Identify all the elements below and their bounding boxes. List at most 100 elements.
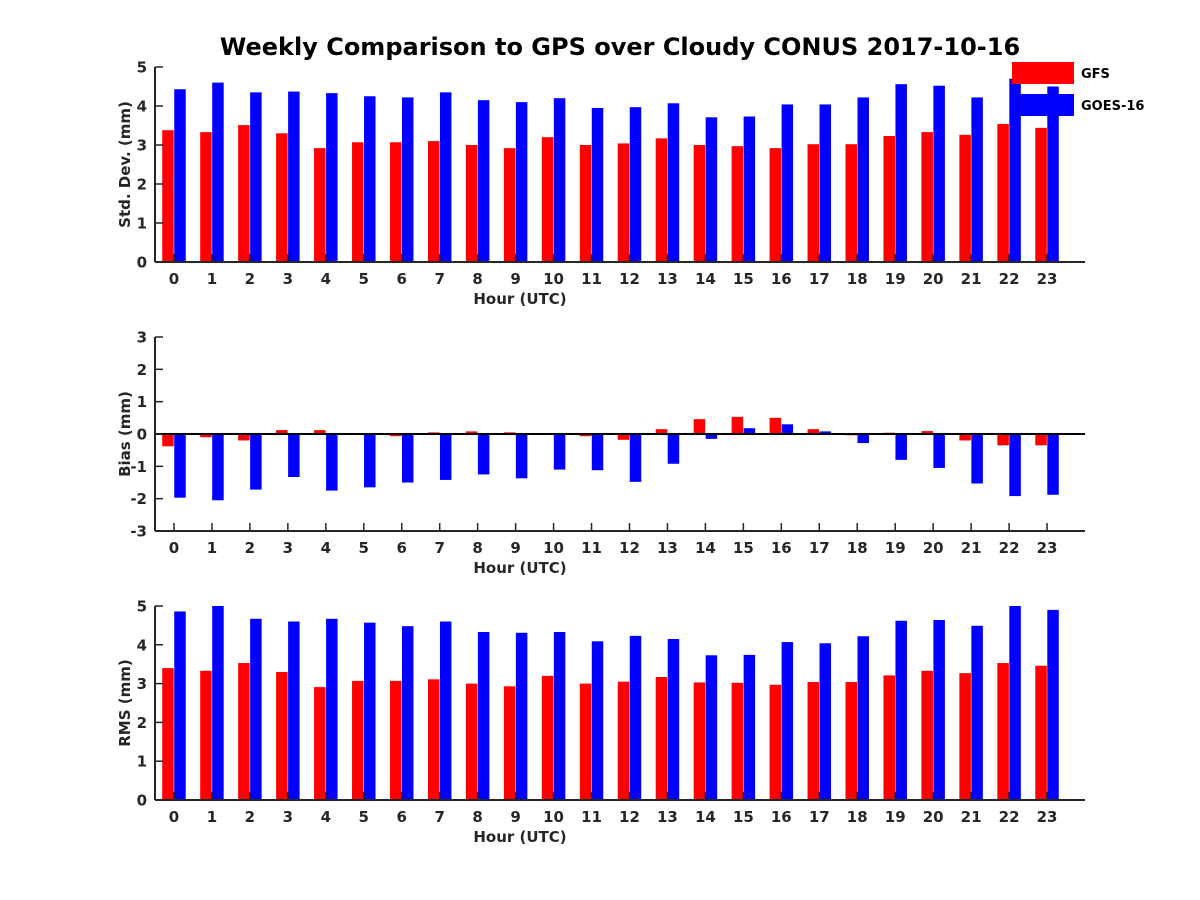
x-tick-label: 1 (207, 808, 217, 826)
bar-gfs-16 (769, 684, 782, 800)
bar-goes-16-11 (591, 641, 604, 800)
x-tick-label: 18 (847, 539, 868, 557)
bar-goes-16-18 (857, 97, 869, 262)
bar-gfs-2 (238, 663, 250, 800)
x-tick-label: 11 (581, 270, 602, 288)
x-tick-label: 9 (510, 808, 520, 826)
bar-goes-16-22 (1009, 606, 1021, 800)
x-tick-label: 14 (695, 270, 716, 288)
bar-goes-16-8 (477, 434, 490, 475)
bar-goes-16-22 (1009, 434, 1021, 497)
y-tick-label: -3 (130, 523, 147, 541)
bar-goes-16-15 (743, 116, 756, 262)
bar-goes-16-13 (667, 103, 680, 263)
bar-goes-16-20 (933, 85, 945, 262)
bar-goes-16-20 (933, 619, 945, 800)
bar-gfs-6 (389, 680, 402, 800)
bar-goes-16-3 (288, 621, 300, 800)
x-tick-label: 2 (245, 270, 255, 288)
bar-goes-16-13 (667, 638, 680, 800)
bar-gfs-20 (921, 132, 933, 262)
y-axis-label: Std. Dev. (mm) (116, 101, 134, 228)
y-tick-label: 2 (137, 176, 147, 194)
x-tick-label: 16 (771, 808, 792, 826)
bar-gfs-22 (997, 663, 1009, 800)
legend: GFS GOES-16 (1012, 62, 1144, 116)
bar-gfs-7 (427, 679, 440, 800)
bar-gfs-5 (352, 680, 364, 800)
bar-goes-16-9 (515, 102, 528, 262)
bar-gfs-9 (503, 686, 516, 800)
bar-gfs-15 (731, 682, 744, 800)
bar-gfs-16 (769, 417, 782, 434)
bar-goes-16-13 (667, 434, 680, 464)
x-tick-label: 4 (321, 539, 331, 557)
bar-goes-16-3 (288, 434, 300, 477)
bar-gfs-3 (276, 430, 288, 434)
bar-goes-16-19 (895, 620, 907, 800)
bar-goes-16-20 (933, 434, 945, 468)
bar-goes-16-19 (895, 84, 907, 262)
x-tick-label: 21 (961, 808, 982, 826)
x-tick-label: 17 (809, 808, 830, 826)
bar-goes-16-10 (553, 434, 566, 470)
bar-goes-16-14 (705, 434, 718, 439)
y-tick-label: 5 (137, 598, 147, 616)
bar-gfs-8 (465, 683, 478, 800)
bar-gfs-19 (883, 136, 895, 262)
bar-gfs-12 (617, 143, 630, 262)
bar-gfs-11 (579, 145, 592, 262)
bar-goes-16-5 (364, 622, 376, 800)
y-tick-label: 4 (137, 636, 147, 654)
bar-goes-16-12 (629, 107, 642, 262)
y-tick-label: 1 (137, 215, 147, 233)
x-tick-label: 6 (397, 808, 407, 826)
bar-gfs-4 (314, 430, 326, 434)
bar-goes-16-19 (895, 434, 907, 460)
bar-gfs-18 (845, 682, 857, 800)
x-tick-label: 23 (1037, 270, 1058, 288)
bar-gfs-23 (1035, 665, 1047, 800)
x-tick-label: 1 (207, 539, 217, 557)
bar-goes-16-23 (1047, 86, 1059, 262)
x-axis-label: Hour (UTC) (473, 559, 566, 577)
bar-gfs-1 (200, 434, 212, 438)
x-axis-label: Hour (UTC) (473, 828, 566, 846)
bar-gfs-3 (276, 133, 288, 262)
bar-gfs-12 (617, 434, 630, 440)
x-tick-label: 0 (169, 270, 179, 288)
bar-gfs-6 (389, 142, 402, 262)
x-tick-label: 4 (321, 270, 331, 288)
bar-goes-16-10 (553, 632, 566, 800)
bar-gfs-2 (238, 434, 250, 441)
x-tick-label: 19 (885, 270, 906, 288)
bar-goes-16-2 (250, 618, 262, 800)
bar-gfs-23 (1035, 127, 1047, 262)
y-tick-label: 1 (137, 393, 147, 411)
legend-swatch-goes-16 (1012, 94, 1074, 116)
bar-goes-16-12 (629, 635, 642, 800)
bar-gfs-13 (655, 138, 668, 262)
bar-goes-16-21 (971, 625, 983, 800)
y-tick-label: 0 (137, 254, 147, 272)
x-tick-label: 5 (359, 539, 369, 557)
y-axis-label: RMS (mm) (116, 659, 134, 746)
x-tick-label: 20 (923, 539, 944, 557)
bar-gfs-21 (959, 673, 971, 800)
bar-gfs-2 (238, 125, 250, 262)
bar-goes-16-16 (781, 104, 794, 262)
bar-goes-16-0 (174, 434, 186, 498)
bar-gfs-17 (807, 429, 820, 434)
bar-goes-16-8 (477, 100, 490, 263)
bar-gfs-0 (162, 668, 174, 800)
x-tick-label: 10 (543, 808, 564, 826)
bar-goes-16-7 (439, 621, 452, 800)
x-tick-label: 13 (657, 539, 678, 557)
x-tick-label: 12 (619, 539, 640, 557)
x-tick-label: 17 (809, 270, 830, 288)
x-tick-label: 14 (695, 539, 716, 557)
bar-gfs-20 (921, 670, 933, 800)
bar-goes-16-17 (819, 643, 832, 800)
x-tick-label: 3 (283, 539, 293, 557)
legend-label-gfs: GFS (1081, 67, 1110, 82)
